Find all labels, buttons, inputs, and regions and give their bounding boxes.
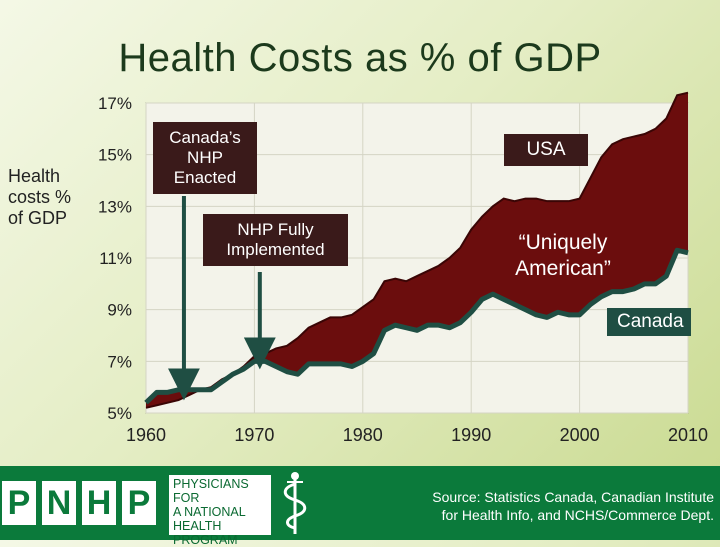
axis-layer: 17% 15% 13% 11% 9% 7% 5% 1960 1970 1980 1990 2000 20… [98, 94, 708, 445]
usa-label: USA [504, 134, 588, 166]
y-tick-label: 11% [99, 249, 132, 268]
canada-series-line [144, 247, 689, 405]
y-tick-label: 13% [98, 197, 132, 216]
y-axis-title-line: of GDP [8, 208, 68, 228]
org-name-line: A NATIONAL [173, 505, 246, 519]
org-name-line: HEALTH [173, 519, 222, 533]
y-axis-title-line: Health [8, 166, 61, 186]
logo-letter: P [122, 481, 156, 525]
nhp-fully-implemented-label: NHP Fully Implemented [203, 214, 348, 266]
org-name-line: PHYSICIANS FOR [173, 477, 249, 505]
source-line: for Health Info, and NCHS/Commerce Dept. [441, 507, 714, 523]
x-tick-label: 2000 [560, 425, 600, 445]
uniquely-american-label: “Uniquely American” [500, 224, 626, 288]
x-tick-label: 2010 [668, 425, 708, 445]
y-tick-label: 15% [98, 146, 132, 165]
canada-label: Canada [607, 308, 691, 336]
annotation-text: “Uniquely American” [515, 231, 611, 280]
pnhp-logo: P N H P [0, 466, 156, 540]
annotation-text: NHP Fully Implemented [226, 220, 325, 259]
org-name-line: PROGRAM [173, 533, 238, 547]
logo-letter: N [42, 481, 76, 525]
x-tick-label: 1960 [126, 425, 166, 445]
canada-nhp-enacted-label: Canada’s NHP Enacted [153, 122, 257, 194]
y-axis-title-line: costs % [8, 187, 72, 207]
source-line: Source: Statistics Canada, Canadian Inst… [432, 489, 714, 505]
x-tick-label: 1980 [343, 425, 383, 445]
y-tick-label: 17% [98, 94, 132, 113]
y-tick-label: 5% [107, 404, 132, 423]
x-tick-label: 1970 [234, 425, 274, 445]
logo-letter: P [2, 481, 36, 525]
arrow-layer [167, 196, 276, 401]
annotation-text: Canada’s NHP Enacted [169, 128, 241, 187]
y-axis-title: Health costs % of GDP [8, 166, 71, 229]
annotation-text: Canada [617, 311, 684, 332]
org-name: PHYSICIANS FOR A NATIONAL HEALTH PROGRAM [168, 474, 272, 547]
logo-letter: H [82, 481, 116, 525]
footer-bar: P N H P PHYSICIANS FOR A NATIONAL HEALTH… [0, 466, 720, 547]
y-tick-label: 9% [107, 301, 132, 320]
x-tick-label: 1990 [451, 425, 491, 445]
annotation-text: USA [526, 139, 566, 160]
chart-title: Health Costs as % of GDP [118, 36, 602, 80]
source-note: Source: Statistics Canada, Canadian Inst… [432, 488, 714, 524]
y-tick-label: 7% [107, 352, 132, 371]
caduceus-icon [283, 472, 307, 534]
